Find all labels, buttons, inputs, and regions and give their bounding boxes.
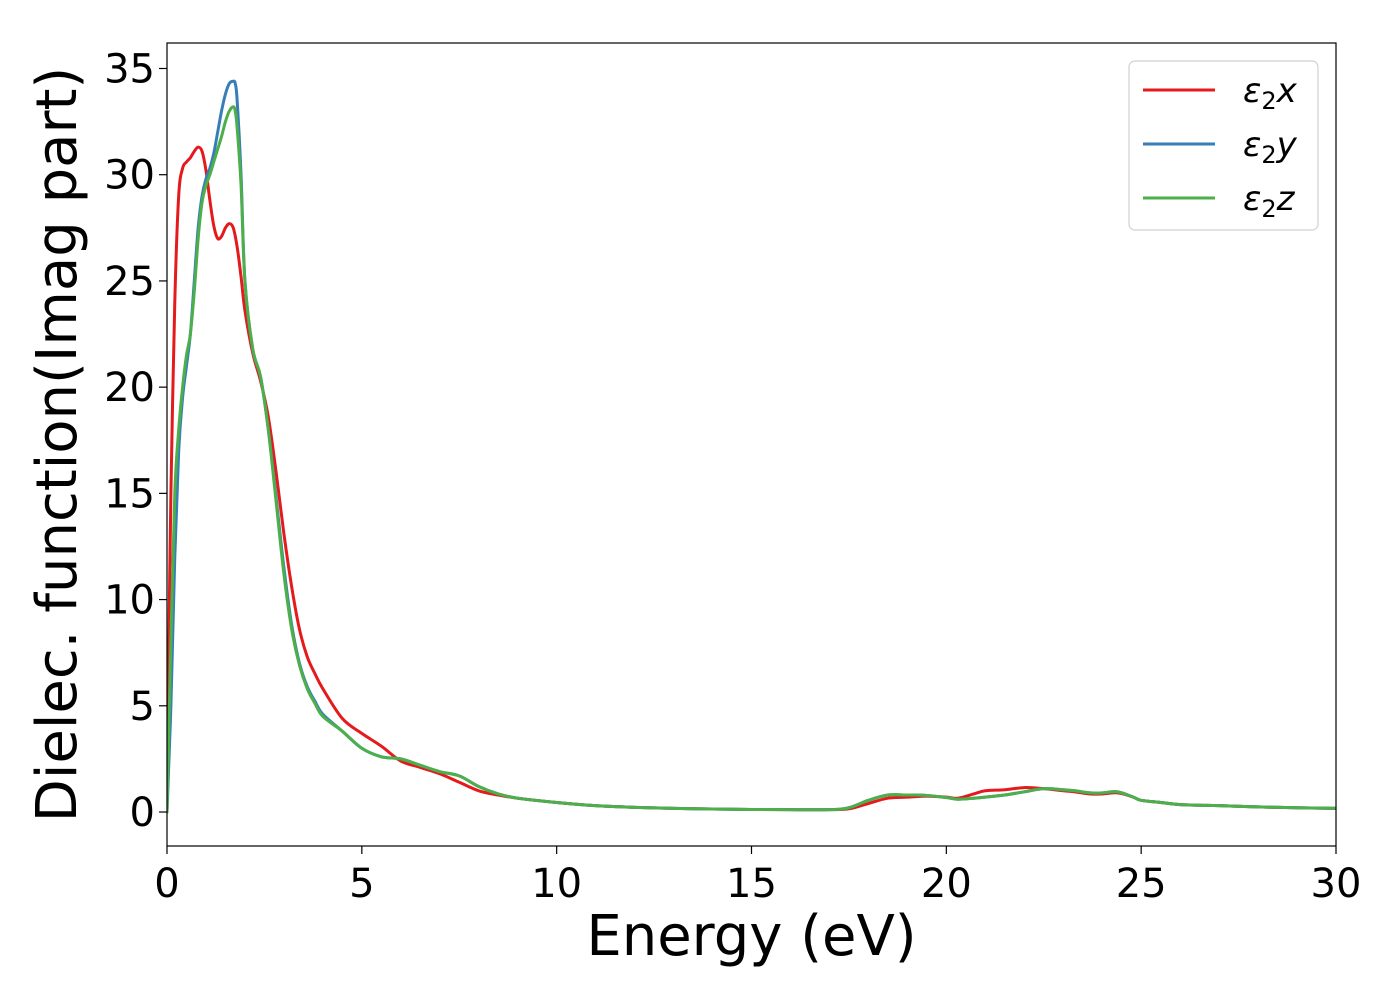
y-tick-label: 25 [104, 259, 155, 305]
x-tick-label: 30 [1311, 861, 1362, 907]
y-tick-label: 10 [104, 578, 155, 624]
y-tick-label: 5 [130, 684, 155, 730]
legend-label-z: ε2z [1243, 179, 1296, 223]
legend-label-x: ε2x [1243, 71, 1298, 115]
ticks-layer: 0 5 10 15 20 25 30 0 5 10 15 20 25 30 35 [104, 46, 1361, 907]
series-layer [167, 79, 1336, 814]
y-axis-label: Dielec. function(Imag part) [25, 67, 90, 823]
x-tick-label: 0 [154, 861, 179, 907]
legend-label-y: ε2y [1243, 125, 1298, 169]
y-tick-label: 30 [104, 153, 155, 199]
legend-box [1128, 60, 1319, 231]
y-tick-label: 20 [104, 365, 155, 411]
y-tick-label: 0 [130, 790, 155, 836]
x-tick-label: 15 [726, 861, 777, 907]
x-tick-label: 25 [1116, 861, 1167, 907]
y-tick-label: 15 [104, 471, 155, 517]
legend: ε2x ε2y ε2z [1128, 60, 1319, 231]
x-tick-label: 20 [921, 861, 972, 907]
x-tick-label: 5 [349, 861, 374, 907]
y-tick-label: 35 [104, 46, 155, 92]
series-line-z [167, 105, 1336, 814]
x-tick-label: 10 [531, 861, 582, 907]
x-axis-label: Energy (eV) [586, 904, 916, 969]
